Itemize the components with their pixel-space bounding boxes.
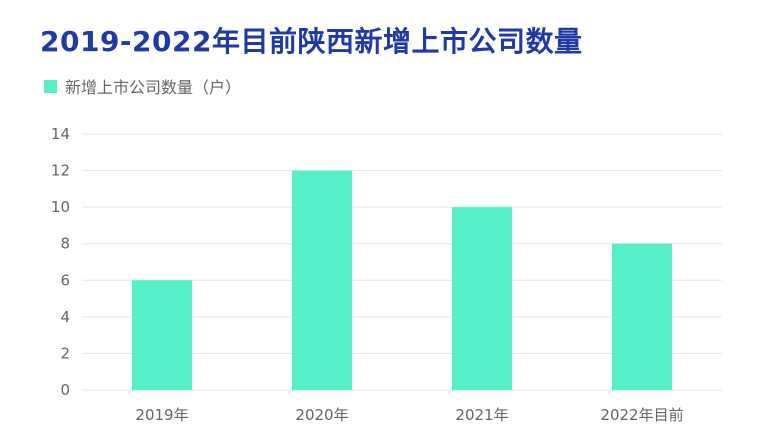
y-tick-label: 6 bbox=[60, 271, 70, 289]
chart-title: 2019-2022年目前陕西新增上市公司数量 bbox=[40, 25, 583, 58]
bar-1 bbox=[292, 170, 352, 390]
x-axis-ticks: 2019年 2020年 2021年 2022年目前 bbox=[135, 406, 683, 424]
legend-label: 新增上市公司数量（户） bbox=[65, 78, 242, 97]
bars bbox=[132, 170, 672, 390]
bar-2 bbox=[452, 207, 512, 390]
y-tick-label: 0 bbox=[60, 381, 70, 399]
legend: 新增上市公司数量（户） bbox=[44, 74, 241, 98]
y-tick-label: 8 bbox=[60, 235, 70, 253]
bar-3 bbox=[612, 243, 672, 390]
y-axis-ticks: 0 2 4 6 8 10 12 14 bbox=[51, 125, 70, 399]
y-tick-label: 12 bbox=[51, 162, 70, 180]
y-tick-label: 4 bbox=[60, 308, 70, 326]
y-tick-label: 10 bbox=[51, 198, 70, 216]
x-tick-label: 2020年 bbox=[295, 406, 348, 424]
y-tick-label: 2 bbox=[60, 344, 70, 362]
legend-swatch bbox=[44, 79, 57, 93]
bar-0 bbox=[132, 280, 192, 390]
y-tick-label: 14 bbox=[51, 125, 70, 143]
x-tick-label: 2019年 bbox=[135, 406, 188, 424]
x-tick-label: 2022年目前 bbox=[600, 406, 683, 424]
x-tick-label: 2021年 bbox=[455, 406, 508, 424]
